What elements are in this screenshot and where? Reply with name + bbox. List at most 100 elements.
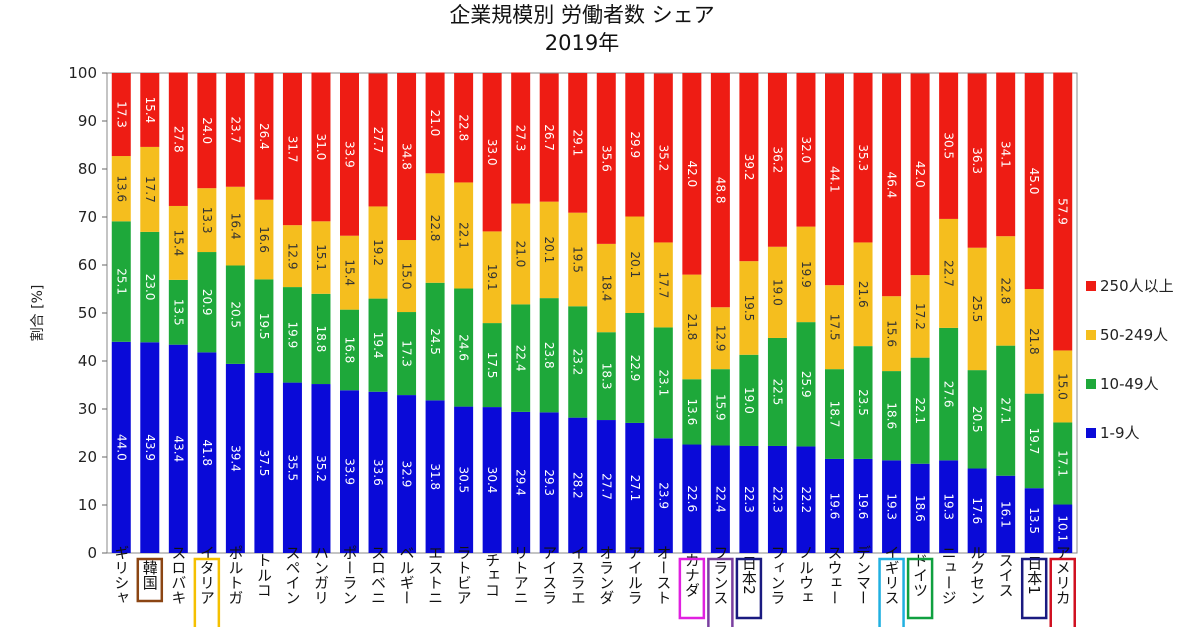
category-label: イスラエ [569,545,587,605]
bar-segment [140,231,160,343]
category-label: スイス [997,553,1015,598]
bar-value-label: 22.3 [742,486,756,513]
bar-value-label: 24.0 [200,117,214,144]
y-axis-label: 割合 [%] [29,285,46,342]
bar-segment [397,73,417,241]
bar-value-label: 30.4 [485,467,499,494]
bar-segment [967,73,987,248]
bar-value-label: 27.8 [171,126,185,153]
category-highlight-box [678,557,706,620]
bar-segment [967,370,987,469]
bar-value-label: 22.7 [942,260,956,287]
bar-segment [140,73,160,147]
bar-value-label: 20.5 [970,406,984,433]
bar-segment [168,205,188,280]
bar-value-label: 33.6 [371,459,385,486]
legend-swatch [1086,330,1096,340]
bar-segment [625,313,645,423]
bar-segment [825,458,844,553]
bar-value-label: 21.8 [1027,328,1041,355]
bar-segment [653,242,673,328]
bar-segment [825,369,844,459]
bar-segment [539,201,559,299]
bar-value-label: 17.7 [143,176,157,203]
bar-segment [482,323,502,408]
bar-segment [939,460,959,553]
bar-value-label: 46.4 [885,171,899,198]
bar-value-label: 42.0 [913,161,927,188]
category-label: ニュージ [940,545,958,605]
bar-segment [340,309,359,391]
bar-segment [282,225,302,288]
category-label: イタリア [198,545,216,605]
bar-segment [454,406,474,553]
category-label: オースト [654,545,672,605]
bar-segment [739,261,759,355]
legend-label: 1-9人 [1100,424,1140,442]
bar-value-label: 24.6 [457,334,471,361]
bar-segment [682,274,702,380]
bar-value-label: 16.8 [343,337,357,364]
bar-segment [739,354,759,446]
bar-value-label: 43.4 [171,435,185,462]
bar-segment [739,73,759,262]
bar-value-label: 13.6 [114,175,128,202]
bar-value-label: 18.4 [599,275,613,302]
category-label: ノルウェ [797,545,815,605]
bar-value-label: 19.5 [571,246,585,273]
legend-swatch [1086,281,1096,291]
category-label: ラトビア [455,545,473,605]
bar-segment [967,247,987,371]
bar-value-label: 23.5 [856,389,870,416]
plot-area: 0 10 20 30 40 50 60 70 80 90 100 44.0 25.1 13.6 17.3 ギリ… [68,64,1078,627]
bar-segment [653,73,673,243]
bar-segment [511,304,531,412]
bar-value-label: 23.8 [542,342,556,369]
category-label: エストニ [426,545,444,605]
bar-value-label: 22.8 [999,278,1013,305]
bar-segment [197,252,217,353]
bar-value-label: 18.8 [314,326,328,353]
bar-value-label: 19.7 [1027,428,1041,455]
bar-value-label: 18.6 [913,495,927,522]
category-label: ギリシャ [112,545,130,605]
bar-value-label: 35.6 [599,145,613,172]
bar-segment [225,265,245,364]
bar-value-label: 17.1 [1056,450,1070,477]
bar-value-label: 15.9 [713,394,727,421]
bar-value-label: 35.3 [856,144,870,171]
category-label: デンマー [854,545,872,605]
bar-value-label: 17.7 [656,272,670,299]
bar-segment [425,400,445,553]
bar-value-label: 27.3 [514,125,528,152]
bar-value-label: 57.9 [1056,198,1070,225]
bar-segment [254,373,274,553]
bar-value-label: 45.0 [1027,168,1041,195]
legend-swatch [1086,428,1096,438]
bar-segment [225,73,245,187]
bar-value-label: 19.5 [742,295,756,322]
bar-segment [425,282,445,401]
y-tick-label: 60 [78,256,97,274]
bar-value-label: 39.2 [742,154,756,181]
bar-segment [397,395,417,553]
bar-value-label: 34.8 [400,143,414,170]
bar-value-label: 29.1 [571,129,585,156]
bar-segment [853,242,873,347]
category-label: ポルトガ [226,545,244,605]
bar-segment [568,212,588,307]
bar-value-label: 33.0 [485,139,499,166]
bar-value-label: 27.6 [942,381,956,408]
category-label: イギリス [883,545,901,605]
y-tick-label: 30 [78,400,97,418]
bar-value-label: 22.6 [685,485,699,512]
bar-segment [1024,73,1044,289]
bar-value-label: 22.8 [428,215,442,242]
category-label: ドイツ [911,553,929,598]
bar-value-label: 16.6 [257,226,271,253]
bar-value-label: 23.2 [571,349,585,376]
bar-segment [853,73,873,243]
bar-value-label: 44.0 [114,434,128,461]
bar-segment [111,156,131,222]
bar-value-label: 17.5 [485,352,499,379]
